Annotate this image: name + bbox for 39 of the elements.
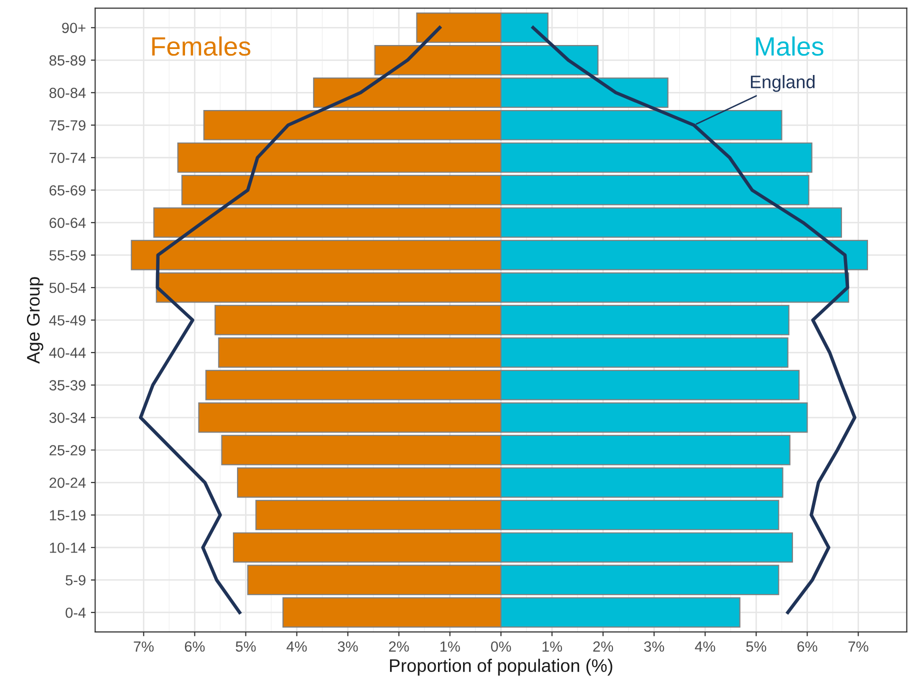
x-tick-label: 4% <box>286 641 307 652</box>
x-tick-label: 7% <box>848 641 868 652</box>
x-tick-label: 1% <box>542 641 562 652</box>
y-tick-label: 5-9 <box>66 575 86 586</box>
y-tick-label: 45-49 <box>49 315 86 326</box>
y-tick-label: 60-64 <box>50 218 86 228</box>
x-tick-label: 5% <box>746 641 766 652</box>
text: England <box>750 75 815 92</box>
y-axis-title: Age Group <box>26 277 44 364</box>
x-tick-label: 7% <box>134 641 154 652</box>
y-tick-label: 65-69 <box>50 185 86 196</box>
y-tick-label: 40-44 <box>49 348 86 358</box>
y-tick-label: 70-74 <box>50 152 86 164</box>
y-tick-label: 25-29 <box>50 445 86 456</box>
text: Males <box>756 36 824 56</box>
y-tick-label: 85-89 <box>49 55 86 66</box>
y-tick-label: 55-59 <box>49 250 86 261</box>
y-tick-label: 35-39 <box>49 380 86 390</box>
text: Females <box>152 36 250 56</box>
x-tick-label: 6% <box>184 641 205 652</box>
y-tick-label: 90+ <box>62 22 86 34</box>
x-tick-label: 4% <box>694 641 716 652</box>
y-tick-label: 10-14 <box>50 542 86 553</box>
y-tick-label: 50-54 <box>49 282 86 294</box>
x-tick-label: 0% <box>490 641 511 652</box>
y-tick-label: 0-4 <box>66 608 86 618</box>
x-tick-label: 2% <box>593 641 614 652</box>
x-tick-label: 1% <box>440 641 460 652</box>
y-tick-label: 15-19 <box>50 510 86 520</box>
y-tick-label: 30-34 <box>49 412 86 423</box>
x-tick-label: 5% <box>236 641 256 652</box>
x-tick-label: 6% <box>797 641 818 652</box>
x-tick-label: 3% <box>338 641 358 652</box>
x-axis-title: Proportion of population (%) <box>390 658 612 676</box>
y-tick-label: 80-84 <box>49 88 86 98</box>
x-tick-label: 3% <box>644 641 664 652</box>
y-tick-label: 20-24 <box>50 478 86 488</box>
y-tick-label: 75-79 <box>50 120 86 131</box>
x-tick-label: 2% <box>389 641 409 652</box>
